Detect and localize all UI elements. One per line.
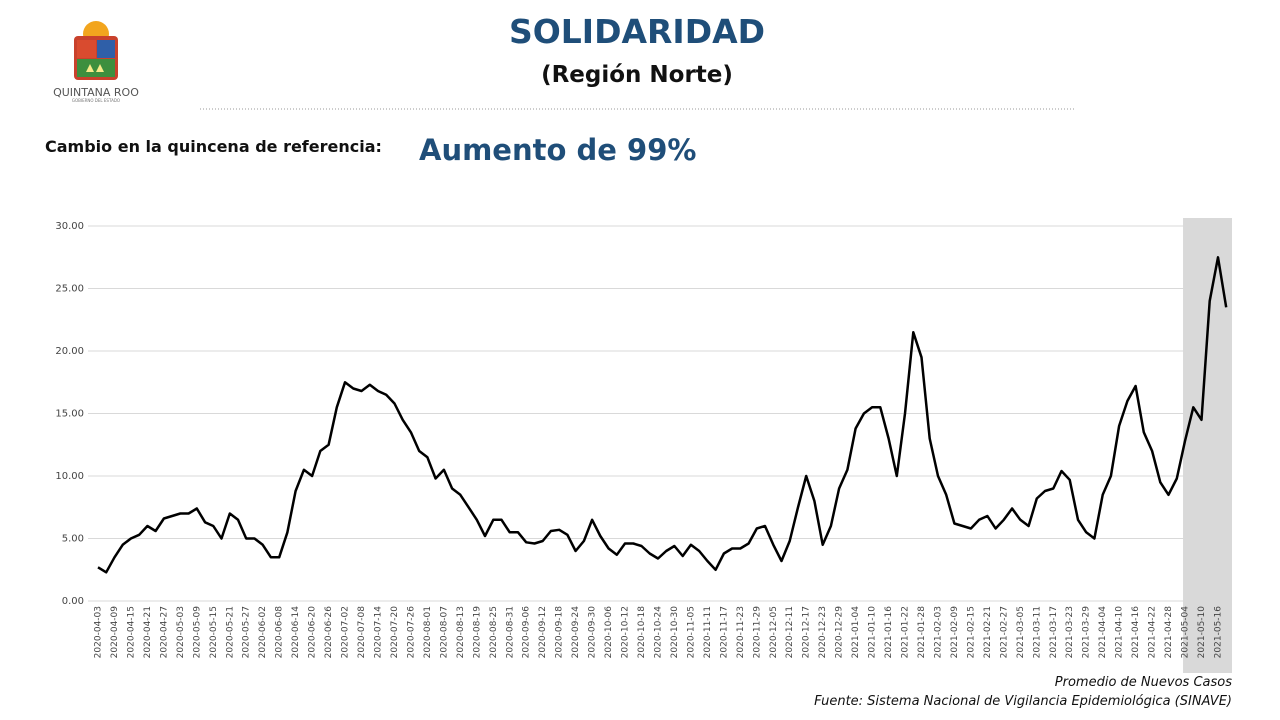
x-tick-label: 2020-09-18	[555, 606, 565, 659]
x-tick-label: 2020-09-30	[588, 606, 598, 659]
x-tick-label: 2020-07-26	[406, 606, 416, 659]
x-tick-label: 2020-10-30	[670, 606, 680, 659]
y-tick-label: 5.00	[62, 534, 84, 545]
x-tick-label: 2020-05-15	[209, 606, 219, 658]
x-tick-label: 2021-05-10	[1197, 606, 1207, 659]
y-tick-label: 20.00	[55, 346, 84, 357]
x-tick-label: 2021-03-05	[1016, 606, 1026, 658]
x-tick-label: 2020-06-20	[308, 606, 318, 659]
x-tick-label: 2021-01-22	[901, 606, 911, 658]
x-tick-label: 2020-06-02	[258, 606, 268, 658]
x-tick-label: 2021-02-21	[983, 606, 993, 658]
x-tick-label: 2020-04-27	[159, 606, 169, 658]
x-tick-label: 2021-04-28	[1164, 606, 1174, 659]
x-tick-label: 2020-08-31	[505, 606, 515, 658]
x-tick-label: 2021-05-16	[1213, 606, 1223, 659]
logo-text: QUINTANA ROO	[53, 86, 139, 99]
x-tick-label: 2020-11-23	[736, 606, 746, 658]
logo: QUINTANA ROO GOBIERNO DEL ESTADO	[53, 21, 139, 103]
x-tick-label: 2020-07-14	[373, 606, 383, 659]
x-tick-label: 2020-10-06	[604, 606, 614, 659]
x-tick-label: 2021-01-16	[884, 606, 894, 659]
y-tick-label: 25.00	[55, 284, 84, 295]
x-tick-label: 2020-08-07	[439, 606, 449, 658]
x-tick-label: 2020-12-05	[769, 606, 779, 658]
x-tick-label: 2021-03-23	[1065, 606, 1075, 658]
y-tick-label: 30.00	[55, 221, 84, 232]
x-tick-label: 2021-01-10	[868, 606, 878, 659]
x-tick-label: 2020-12-23	[818, 606, 828, 658]
x-tick-label: 2020-11-05	[686, 606, 696, 658]
legend-text: Promedio de Nuevos Casos	[1055, 675, 1232, 690]
x-tick-label: 2020-08-19	[472, 606, 482, 659]
x-tick-label: 2020-12-17	[802, 606, 812, 658]
x-tick-label: 2020-07-02	[341, 606, 351, 658]
x-tick-label: 2021-02-03	[933, 606, 943, 658]
x-tick-label: 2020-11-17	[719, 606, 729, 658]
x-tick-label: 2021-05-04	[1181, 606, 1191, 659]
source: Fuente: Sistema Nacional de Vigilancia E…	[814, 694, 1232, 709]
x-tick-label: 2020-05-21	[225, 606, 235, 658]
x-tick-label: 2020-06-14	[291, 606, 301, 659]
x-tick-label: 2020-10-12	[621, 606, 631, 658]
series-line	[97, 256, 1228, 574]
x-tick-label: 2020-09-12	[538, 606, 548, 658]
x-tick-label: 2021-04-22	[1148, 606, 1158, 658]
title: SOLIDARIDAD	[509, 12, 765, 51]
x-tick-label: 2021-03-11	[1032, 606, 1042, 658]
x-tick-label: 2021-01-28	[917, 606, 927, 659]
x-tick-label: 2020-04-09	[110, 606, 120, 659]
y-tick-label: 10.00	[55, 471, 84, 482]
x-tick-label: 2020-12-11	[785, 606, 795, 658]
x-tick-label: 2021-01-04	[851, 606, 861, 659]
x-tick-label: 2020-11-11	[703, 606, 713, 658]
x-tick-label: 2021-03-29	[1082, 606, 1092, 659]
plot: 0.00 5.00 10.00 15.00 20.00 25.00 30.00 2020-04…	[55, 218, 1232, 673]
x-tick-label: 2020-10-24	[653, 606, 663, 659]
x-tick-label: 2020-08-13	[456, 606, 466, 658]
summary-value: Aumento de 99%	[419, 133, 696, 167]
x-tick-label: 2020-04-21	[143, 606, 153, 658]
x-tick-label: 2021-04-10	[1115, 606, 1125, 659]
x-tick-label: 2021-04-16	[1131, 606, 1141, 659]
x-tick-label: 2020-06-08	[275, 606, 285, 659]
shaded-range	[1183, 218, 1232, 673]
logo-subtext: GOBIERNO DEL ESTADO	[72, 98, 120, 103]
x-tick-label: 2020-05-03	[176, 606, 186, 658]
x-tick-label: 2020-07-20	[390, 606, 400, 659]
x-tick-label: 2020-04-03	[94, 606, 104, 658]
x-tick-label: 2020-09-06	[522, 606, 532, 659]
y-tick-label: 0.00	[62, 596, 84, 607]
x-tick-label: 2020-07-08	[357, 606, 367, 659]
x-tick-label: 2021-03-17	[1049, 606, 1059, 658]
x-tick-label: 2021-02-27	[999, 606, 1009, 658]
x-tick-label: 2020-10-18	[637, 606, 647, 659]
x-tick-label: 2021-02-15	[966, 606, 976, 658]
x-tick-label: 2021-04-04	[1098, 606, 1108, 659]
x-tick-label: 2020-08-01	[423, 606, 433, 658]
x-tick-label: 2020-11-29	[752, 606, 762, 659]
x-tick-label: 2020-05-27	[242, 606, 252, 658]
x-tick-label: 2021-02-09	[950, 606, 960, 659]
x-tick-label: 2020-04-15	[126, 606, 136, 658]
x-tick-label: 2020-05-09	[192, 606, 202, 659]
x-tick-label: 2020-08-25	[489, 606, 499, 658]
subtitle: (Región Norte)	[541, 62, 733, 88]
x-tick-label: 2020-12-29	[835, 606, 845, 659]
x-tick-label: 2020-06-26	[324, 606, 334, 659]
summary-label: Cambio en la quincena de referencia:	[45, 137, 382, 156]
x-tick-label: 2020-09-24	[571, 606, 581, 659]
y-tick-label: 15.00	[55, 409, 84, 420]
